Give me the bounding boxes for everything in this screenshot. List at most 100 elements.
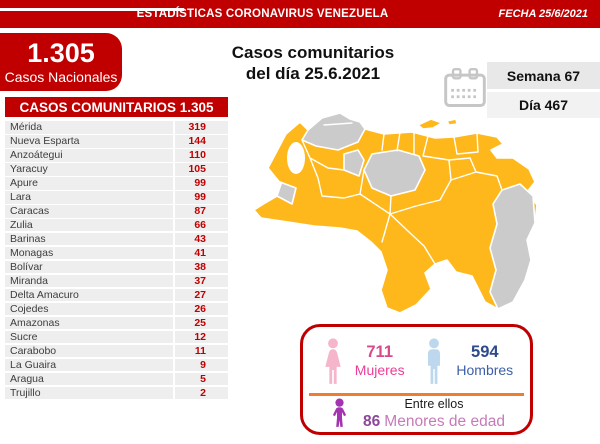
table-row: La Guaira 9 xyxy=(5,358,228,372)
table-row: Caracas 87 xyxy=(5,204,228,218)
state-cases: 5 xyxy=(175,372,228,386)
state-name: Sucre xyxy=(5,330,173,344)
map-state-inactive xyxy=(363,149,426,197)
man-icon xyxy=(428,337,441,384)
table-row: Sucre 12 xyxy=(5,330,228,344)
map-island xyxy=(417,118,443,130)
header-date: FECHA 25/6/2021 xyxy=(498,8,588,20)
child-icon xyxy=(332,398,347,428)
main-title: Casos comunitarios del día 25.6.2021 xyxy=(228,42,398,85)
table-row: Trujillo 2 xyxy=(5,386,228,400)
state-cases: 38 xyxy=(175,260,228,274)
state-cases: 26 xyxy=(175,302,228,316)
day-counter: Día 467 xyxy=(487,92,600,118)
state-name: Mérida xyxy=(5,121,173,134)
state-cases: 99 xyxy=(175,190,228,204)
men-cell: 594 Hombres xyxy=(421,337,514,385)
state-name: Carabobo xyxy=(5,344,173,358)
table-row: Bolívar 38 xyxy=(5,260,228,274)
main-title-line2: del día 25.6.2021 xyxy=(245,64,381,84)
state-name: Nueva Esparta xyxy=(5,134,173,148)
national-cases-value: 1.305 xyxy=(27,38,95,69)
table-row: Cojedes 26 xyxy=(5,302,228,316)
orange-divider xyxy=(309,393,524,396)
women-label: Mujeres xyxy=(354,362,405,379)
state-name: Bolívar xyxy=(5,260,173,274)
map-state-inactive xyxy=(343,149,365,177)
women-cell: 711 Mujeres xyxy=(320,337,405,385)
state-cases: 25 xyxy=(175,316,228,330)
men-label: Hombres xyxy=(456,362,514,379)
table-row: Delta Amacuro 27 xyxy=(5,288,228,302)
state-name: La Guaira xyxy=(5,358,173,372)
table-row: Monagas 41 xyxy=(5,246,228,260)
calendar-icon xyxy=(444,67,486,107)
national-cases-label: Casos Nacionales xyxy=(4,68,118,85)
table-row: Anzoátegui 110 xyxy=(5,148,228,162)
state-cases: 105 xyxy=(175,162,228,176)
state-name: Cojedes xyxy=(5,302,173,316)
state-name: Aragua xyxy=(5,372,173,386)
header-bar: ESTADÍSTICAS CORONAVIRUS VENEZUELA FECHA… xyxy=(0,0,600,28)
header-decorative-notch xyxy=(0,8,184,11)
state-name: Trujillo xyxy=(5,386,173,400)
state-name: Miranda xyxy=(5,274,173,288)
minors-row: Entre ellos 86 Menores de edad xyxy=(303,396,530,432)
table-row: Apure 99 xyxy=(5,176,228,190)
calendar-dots xyxy=(451,88,477,99)
state-cases: 110 xyxy=(175,148,228,162)
woman-icon xyxy=(325,337,341,384)
state-name: Anzoátegui xyxy=(5,148,173,162)
minors-label: Menores de edad xyxy=(384,412,505,430)
minors-count: 86 xyxy=(363,412,381,430)
women-count: 711 xyxy=(366,343,393,362)
map-state-inactive xyxy=(489,183,536,310)
state-name: Lara xyxy=(5,190,173,204)
state-name: Amazonas xyxy=(5,316,173,330)
table-row: Zulia 66 xyxy=(5,218,228,232)
gender-row: 711 Mujeres 594 Hombres xyxy=(303,327,530,391)
community-cases-table: Mérida 319 Nueva Esparta 144 Anzoátegui 110… xyxy=(5,121,228,401)
national-cases-box: 1.305 Casos Nacionales xyxy=(0,33,122,91)
state-name: Yaracuy xyxy=(5,162,173,176)
main-title-line1: Casos comunitarios xyxy=(231,43,395,62)
page-title: ESTADÍSTICAS CORONAVIRUS VENEZUELA xyxy=(136,8,389,20)
state-cases: 37 xyxy=(175,274,228,288)
state-name: Caracas xyxy=(5,204,173,218)
table-row: Miranda 37 xyxy=(5,274,228,288)
map-state-inactive xyxy=(301,112,366,151)
state-cases: 9 xyxy=(175,358,228,372)
minors-intro: Entre ellos xyxy=(404,396,464,411)
state-name: Apure xyxy=(5,176,173,190)
state-name: Delta Amacuro xyxy=(5,288,173,302)
lake-maracaibo xyxy=(287,142,305,174)
table-row: Yaracuy 105 xyxy=(5,162,228,176)
state-cases: 12 xyxy=(175,330,228,344)
minors-line: 86 Menores de edad xyxy=(363,412,505,432)
men-count: 594 xyxy=(471,343,499,362)
map-state-inactive xyxy=(276,181,297,205)
state-cases: 43 xyxy=(175,232,228,246)
state-name: Monagas xyxy=(5,246,173,260)
table-row: Carabobo 11 xyxy=(5,344,228,358)
state-cases: 11 xyxy=(175,344,228,358)
map-island xyxy=(446,118,458,126)
table-row: Amazonas 25 xyxy=(5,316,228,330)
week-counter: Semana 67 xyxy=(487,62,600,89)
minors-text: Entre ellos 86 Menores de edad xyxy=(363,397,505,432)
state-cases: 66 xyxy=(175,218,228,232)
state-cases: 144 xyxy=(175,134,228,148)
table-row: Mérida 319 xyxy=(5,121,228,134)
state-cases: 2 xyxy=(175,386,228,400)
state-cases: 99 xyxy=(175,176,228,190)
table-row: Barinas 43 xyxy=(5,232,228,246)
state-cases: 41 xyxy=(175,246,228,260)
state-cases: 27 xyxy=(175,288,228,302)
gender-summary-box: 711 Mujeres 594 Hombres xyxy=(300,324,533,435)
state-name: Zulia xyxy=(5,218,173,232)
state-cases: 319 xyxy=(175,121,228,134)
map-state-borders xyxy=(301,122,503,265)
table-row: Aragua 5 xyxy=(5,372,228,386)
community-cases-header: CASOS COMUNITARIOS 1.305 xyxy=(5,97,228,117)
